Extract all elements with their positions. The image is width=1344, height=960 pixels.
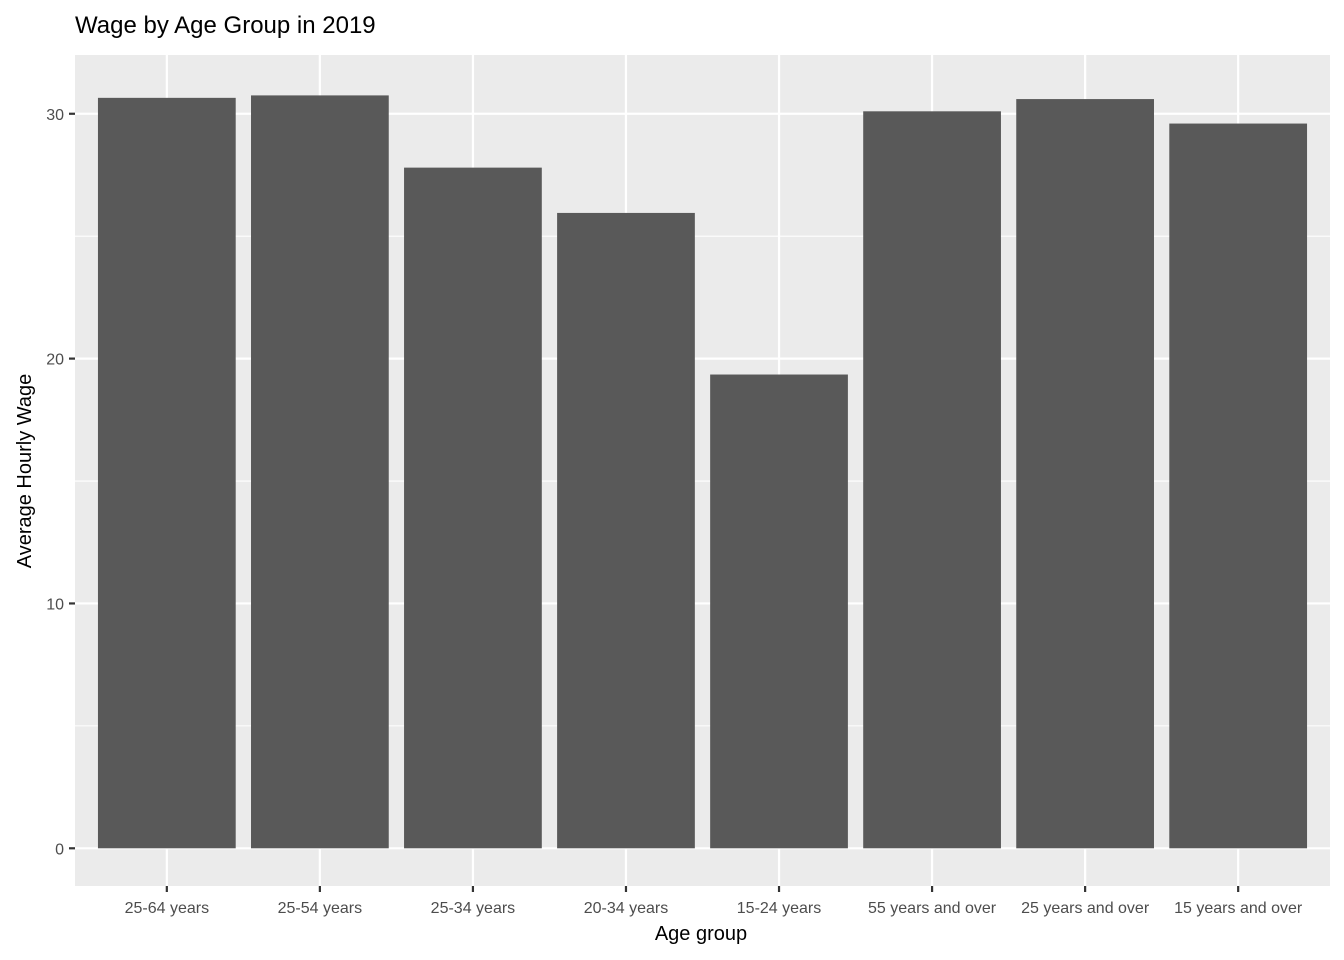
x-tick-label: 55 years and over <box>868 900 997 917</box>
bar <box>251 95 389 849</box>
x-tick-label: 15 years and over <box>1174 900 1303 917</box>
chart-title: Wage by Age Group in 2019 <box>75 12 376 39</box>
bar <box>1016 99 1154 849</box>
y-tick-label: 10 <box>46 596 64 613</box>
bar <box>863 111 1001 849</box>
y-tick-label: 20 <box>46 352 64 369</box>
bar <box>97 97 236 849</box>
y-axis: 0 10 20 30 <box>46 107 75 858</box>
bar <box>557 212 695 849</box>
bar <box>710 374 848 849</box>
bar <box>404 167 542 849</box>
x-tick-label: 25-34 years <box>431 900 516 917</box>
x-tick-label: 15-24 years <box>737 900 822 917</box>
x-tick-label: 25-54 years <box>278 900 363 917</box>
x-axis: 25-64 years 25-54 years 25-34 years 20-34 y… <box>125 886 1303 917</box>
x-tick-label: 20-34 years <box>584 900 669 917</box>
bars <box>97 95 1308 849</box>
x-tick-label: 25-64 years <box>125 900 210 917</box>
bar <box>1169 123 1308 849</box>
y-tick-label: 0 <box>55 841 64 858</box>
x-tick-label: 25 years and over <box>1021 900 1150 917</box>
y-axis-title: Average Hourly Wage <box>14 374 36 569</box>
x-axis-title: Age group <box>655 923 747 945</box>
y-tick-label: 30 <box>46 107 64 124</box>
